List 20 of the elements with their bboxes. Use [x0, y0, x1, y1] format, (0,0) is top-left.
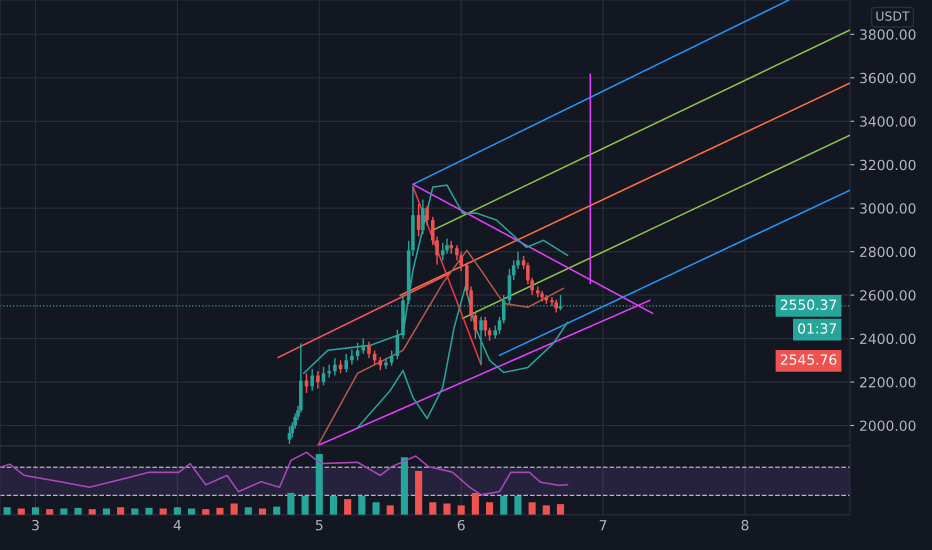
x-tick-label: 3 [32, 520, 39, 530]
y-tick-label: 3000.00 [860, 203, 916, 214]
y-tick-label: 2200.00 [860, 377, 916, 388]
y-tick-label: 3800.00 [860, 29, 916, 40]
x-tick-label: 8 [742, 520, 748, 530]
x-tick-label: 5 [316, 520, 322, 530]
y-tick-label: 2600.00 [860, 290, 916, 301]
y-tick-label: 3200.00 [860, 160, 916, 170]
y-tick-label: 3600.00 [860, 72, 916, 84]
x-tick-label: 6 [458, 520, 465, 530]
annotation: 2545.76 [780, 354, 836, 365]
annotation: 01:37 [798, 323, 836, 334]
y-tick-label: 2000.00 [860, 420, 916, 431]
x-tick-label: 4 [174, 520, 182, 530]
y-tick-label: 2400.00 [860, 334, 916, 344]
x-tick-label: 7 [600, 520, 606, 530]
y-tick-label: 3400.00 [860, 116, 916, 127]
ref-line-label: 2550.37 [780, 299, 836, 310]
text: USDT [876, 11, 910, 21]
y-tick-label: 2800.00 [860, 246, 916, 258]
